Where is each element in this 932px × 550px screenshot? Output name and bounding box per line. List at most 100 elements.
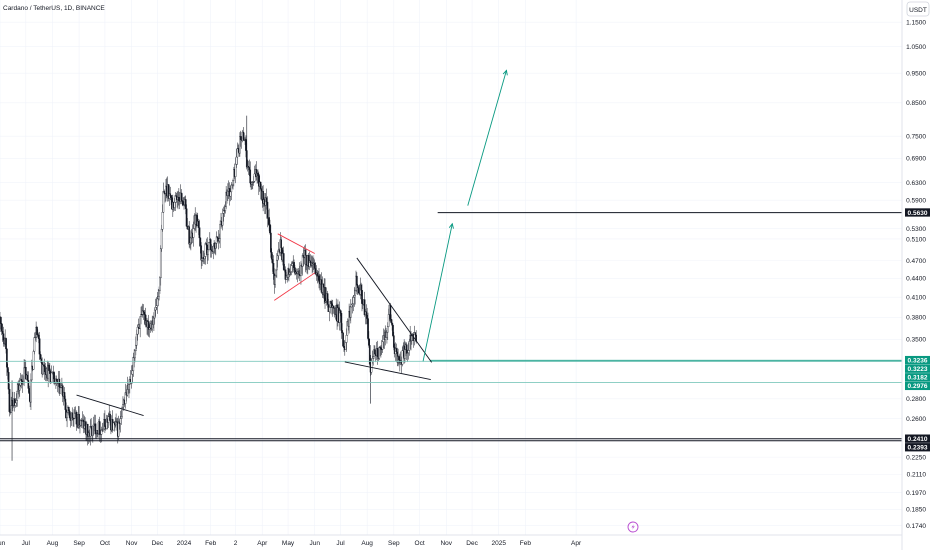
candle-up <box>386 326 389 333</box>
candle-down <box>309 260 312 263</box>
candle-up <box>276 259 278 271</box>
candle-down <box>20 378 23 382</box>
candle-down <box>86 423 89 437</box>
candle-down <box>392 335 395 348</box>
candle-up <box>204 243 207 257</box>
candle-up <box>100 429 103 435</box>
time-tick-label: May <box>282 540 295 547</box>
projection-segment <box>467 70 507 206</box>
price-label-text: 0.5630 <box>908 210 928 217</box>
candle-up <box>30 379 32 403</box>
candle-down <box>265 197 268 203</box>
currency-label: USDT <box>909 7 927 14</box>
candle-up <box>73 413 76 419</box>
candle-down <box>363 299 366 316</box>
candle-up <box>190 237 192 244</box>
time-tick-label: Apr <box>257 540 268 547</box>
price-tick-label: 0.8500 <box>906 100 926 107</box>
candle-down <box>249 169 252 184</box>
candle-up <box>352 297 355 304</box>
candle-up <box>119 418 122 424</box>
price-label-text: 0.3182 <box>908 375 928 382</box>
candle-up <box>350 306 352 318</box>
candle-up <box>89 426 92 437</box>
candle-down <box>5 338 7 350</box>
time-tick-label: Nov <box>126 540 138 547</box>
candle-up <box>132 356 135 372</box>
price-label-text: 0.2410 <box>908 436 928 443</box>
grid <box>0 0 902 535</box>
candle-down <box>75 411 78 425</box>
candle-down <box>242 131 245 140</box>
candle-up <box>10 405 13 413</box>
candle-down <box>367 318 369 339</box>
candle-down <box>326 293 329 305</box>
candle-up <box>203 256 206 260</box>
candle-up <box>370 361 373 373</box>
watermark-icon <box>627 521 639 533</box>
candle-down <box>239 136 242 140</box>
candle-up <box>350 304 353 308</box>
price-tick-label: 0.5900 <box>906 197 926 204</box>
candle-up <box>212 245 215 252</box>
candle-up <box>107 416 110 423</box>
time-tick-label: 2025 <box>491 540 506 547</box>
candle-down <box>163 191 166 194</box>
candle-up <box>59 387 62 394</box>
candle-up <box>381 341 384 350</box>
candle-up <box>50 372 53 383</box>
candle-down <box>376 348 379 357</box>
time-tick-label: Jun <box>0 540 6 547</box>
candle-down <box>405 344 408 354</box>
candle-down <box>268 217 270 225</box>
price-label-box <box>905 355 930 365</box>
candle-down <box>63 392 66 400</box>
candle-down <box>398 356 400 361</box>
candle-up <box>290 265 293 272</box>
candle-down <box>368 345 371 365</box>
candle-down <box>71 412 74 420</box>
price-tick-label: 0.2250 <box>906 454 926 461</box>
price-tick-label: 0.5100 <box>906 236 926 243</box>
candle-up <box>219 223 221 239</box>
candle-down <box>282 253 285 270</box>
candle-down <box>175 195 178 198</box>
candle-up <box>227 191 229 196</box>
candle-up <box>378 346 381 359</box>
candle-down <box>169 193 172 196</box>
candle-down <box>216 236 219 239</box>
candle-up <box>232 180 234 186</box>
price-tick-label: 0.2600 <box>906 416 926 423</box>
candle-down <box>209 239 212 250</box>
candle-down <box>332 305 335 309</box>
candle-down <box>170 195 172 198</box>
price-tick-label: 0.2110 <box>907 472 927 479</box>
candle-up <box>153 309 156 319</box>
time-tick-label: Dec <box>466 540 478 547</box>
candle-up <box>229 191 232 197</box>
candle-down <box>109 413 111 421</box>
price-tick-label: 1.0500 <box>906 44 926 51</box>
currency-button[interactable] <box>906 1 930 17</box>
candle-down <box>280 239 283 248</box>
candle-down <box>49 370 51 374</box>
candle-down <box>341 330 344 334</box>
candle-up <box>134 350 136 359</box>
candle-up <box>120 416 123 419</box>
candle-up <box>215 243 217 249</box>
candle-down <box>188 226 190 245</box>
horizontal-lines <box>0 212 902 442</box>
price-tick-label: 0.2800 <box>906 396 926 403</box>
candle-down <box>360 284 362 291</box>
candle-up <box>33 337 36 352</box>
time-tick-label: Aug <box>361 540 373 547</box>
candle-up <box>291 263 294 266</box>
candle-down <box>61 385 64 397</box>
candle-down <box>366 314 368 319</box>
candle-up <box>235 156 238 165</box>
candle-down <box>1 331 4 334</box>
candle-down <box>324 287 326 303</box>
candle-up <box>344 342 347 350</box>
candle-down <box>205 243 208 246</box>
